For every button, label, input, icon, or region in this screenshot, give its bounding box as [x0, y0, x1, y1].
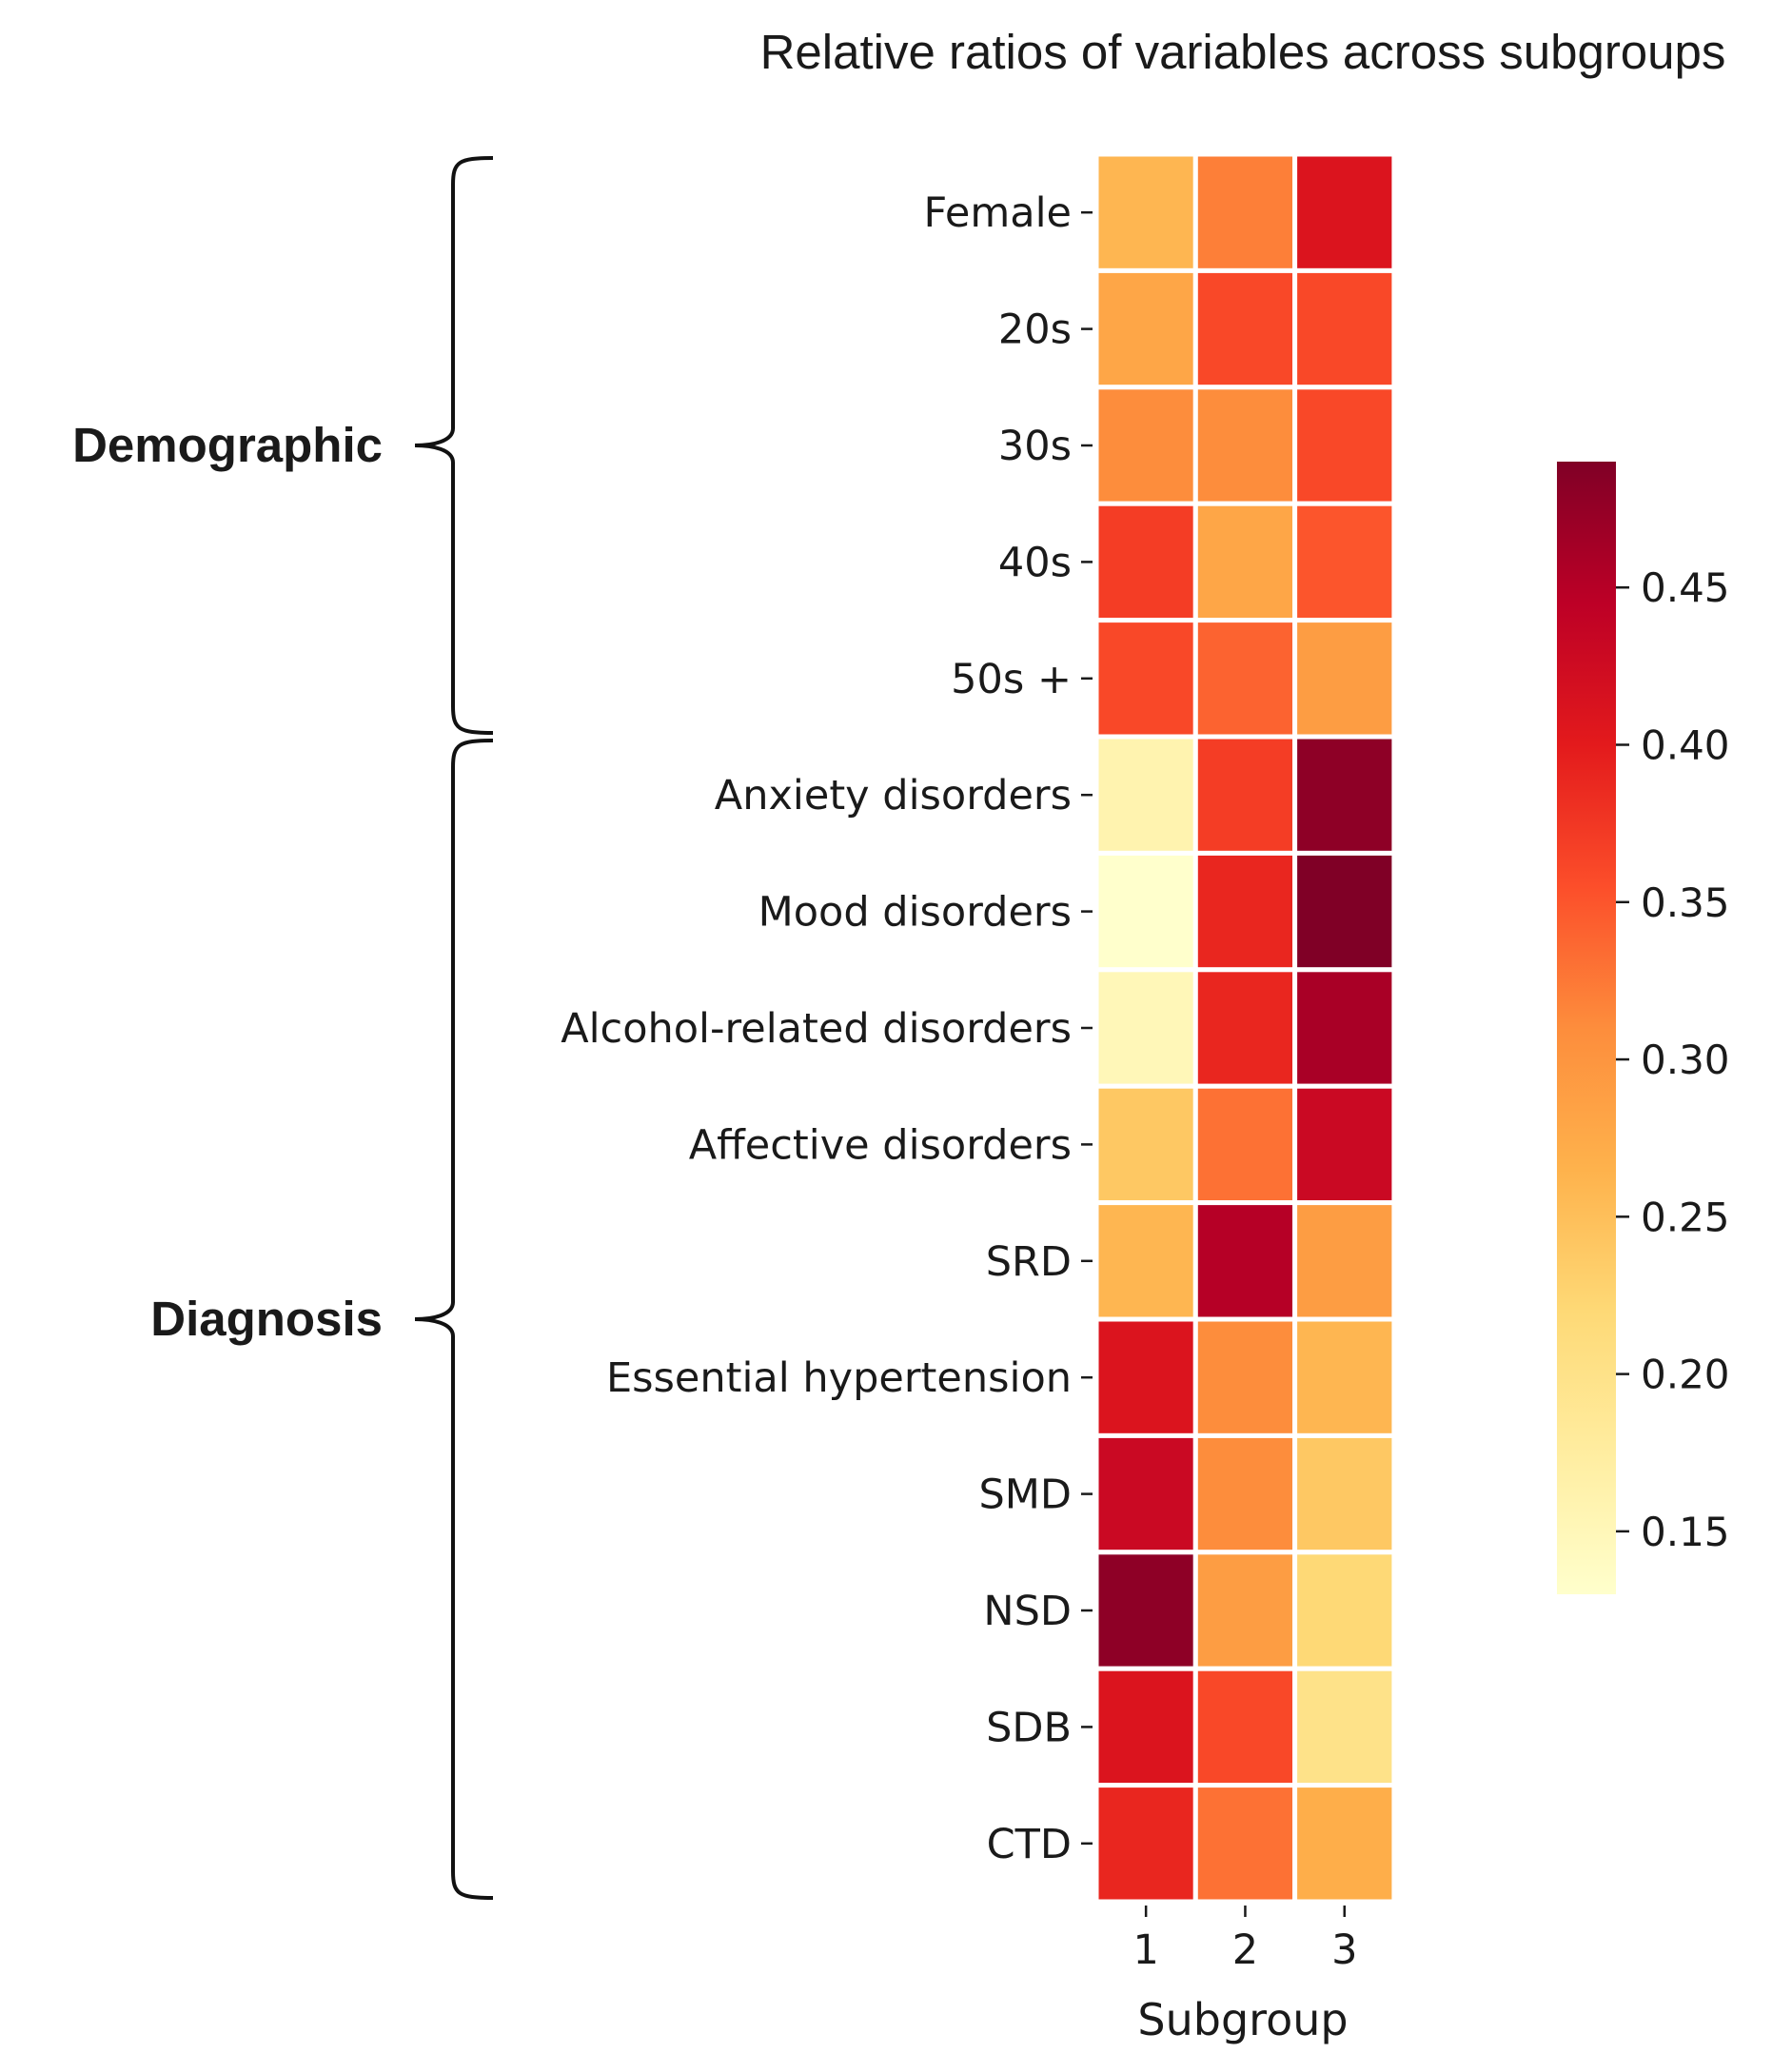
- row-label: NSD: [983, 1588, 1072, 1635]
- heatmap-cell: [1192, 734, 1298, 856]
- colorbar-tick-label: 0.35: [1641, 879, 1730, 926]
- row-label: 50s +: [951, 656, 1072, 703]
- x-axis-label: Subgroup: [1137, 1994, 1348, 2045]
- chart-title: Relative ratios of variables across subg…: [760, 25, 1726, 79]
- group-label: Demographic: [72, 418, 383, 472]
- heatmap-cell: [1292, 850, 1397, 973]
- colorbar: [1557, 462, 1616, 1594]
- heatmap-cell: [1093, 1783, 1198, 1905]
- heatmap-cell: [1192, 850, 1298, 973]
- row-label: Anxiety disorders: [715, 772, 1072, 820]
- row-groups: Demographic Diagnosis: [72, 156, 494, 1900]
- row-label: 40s: [998, 539, 1072, 586]
- heatmap-cell: [1093, 1200, 1198, 1322]
- heatmap-cell: [1192, 967, 1298, 1089]
- colorbar-tick-label: 0.45: [1641, 564, 1730, 611]
- row-label: Female: [924, 189, 1072, 237]
- heatmap-cell: [1292, 1316, 1397, 1438]
- row-label: Affective disorders: [689, 1121, 1072, 1169]
- group-label: Diagnosis: [150, 1292, 383, 1346]
- heatmap-cell: [1093, 385, 1198, 506]
- row-label: SDB: [986, 1704, 1072, 1751]
- heatmap-cell: [1292, 1432, 1397, 1555]
- heatmap-cells: [1093, 151, 1397, 1905]
- heatmap-cell: [1192, 1316, 1298, 1438]
- heatmap-cell: [1093, 151, 1198, 273]
- colorbar-tick-label: 0.30: [1641, 1037, 1730, 1083]
- colorbar-tick-label: 0.20: [1641, 1352, 1730, 1398]
- group-brace: [414, 156, 494, 735]
- heatmap-cell: [1292, 1550, 1397, 1671]
- heatmap-cell: [1093, 1316, 1198, 1438]
- group-brace: [414, 739, 494, 1900]
- heatmap-cell: [1093, 1550, 1198, 1671]
- row-label: SRD: [986, 1238, 1072, 1286]
- heatmap-cell: [1093, 501, 1198, 623]
- heatmap-cell: [1192, 151, 1298, 273]
- heatmap-cell: [1093, 1083, 1198, 1206]
- column-label: 3: [1331, 1926, 1357, 1974]
- heatmap-cell: [1192, 501, 1298, 623]
- heatmap-cell: [1292, 267, 1397, 390]
- row-label: 30s: [998, 423, 1072, 470]
- colorbar-tick-label: 0.40: [1641, 722, 1730, 769]
- heatmap-cell: [1192, 1666, 1298, 1788]
- heatmap-cell: [1192, 267, 1298, 390]
- heatmap-cell: [1292, 385, 1397, 506]
- heatmap-cell: [1292, 1200, 1397, 1322]
- heatmap-cell: [1292, 501, 1397, 623]
- heatmap-cell: [1093, 618, 1198, 740]
- heatmap-cell: [1292, 1083, 1397, 1206]
- heatmap-cell: [1192, 1200, 1298, 1322]
- heatmap-cell: [1192, 1783, 1298, 1905]
- row-labels: Female 20s 30s 40s 50s + Anxiety disorders Moo…: [561, 189, 1093, 1868]
- row-label: Alcohol-related disorders: [561, 1005, 1072, 1053]
- heatmap-cell: [1192, 1432, 1298, 1555]
- heatmap-cell: [1192, 1550, 1298, 1671]
- heatmap-cell: [1192, 385, 1298, 506]
- heatmap-cell: [1093, 850, 1198, 973]
- heatmap-cell: [1292, 1783, 1397, 1905]
- row-label: 20s: [998, 306, 1072, 354]
- heatmap-cell: [1292, 967, 1397, 1089]
- heatmap-cell: [1192, 1083, 1298, 1206]
- heatmap-cell: [1192, 618, 1298, 740]
- heatmap-cell: [1093, 1666, 1198, 1788]
- heatmap-cell: [1292, 151, 1397, 273]
- heatmap-cell: [1292, 618, 1397, 740]
- heatmap-cell: [1093, 267, 1198, 390]
- heatmap-cell: [1292, 1666, 1397, 1788]
- heatmap-cell: [1093, 734, 1198, 856]
- row-label: Essential hypertension: [606, 1354, 1072, 1402]
- row-label: Mood disorders: [758, 889, 1072, 937]
- column-labels: 1 2 3: [1132, 1906, 1357, 1974]
- column-label: 2: [1232, 1926, 1258, 1974]
- heatmap-cell: [1093, 967, 1198, 1089]
- colorbar-tick-label: 0.25: [1641, 1194, 1730, 1240]
- column-label: 1: [1132, 1926, 1158, 1974]
- heatmap-cell: [1093, 1432, 1198, 1555]
- row-label: CTD: [987, 1821, 1072, 1868]
- row-label: SMD: [978, 1471, 1072, 1519]
- colorbar-tick-label: 0.15: [1641, 1509, 1730, 1555]
- colorbar-ticks: 0.15 0.20 0.25 0.30 0.35 0.40 0.45: [1616, 564, 1730, 1555]
- heatmap-cell: [1292, 734, 1397, 856]
